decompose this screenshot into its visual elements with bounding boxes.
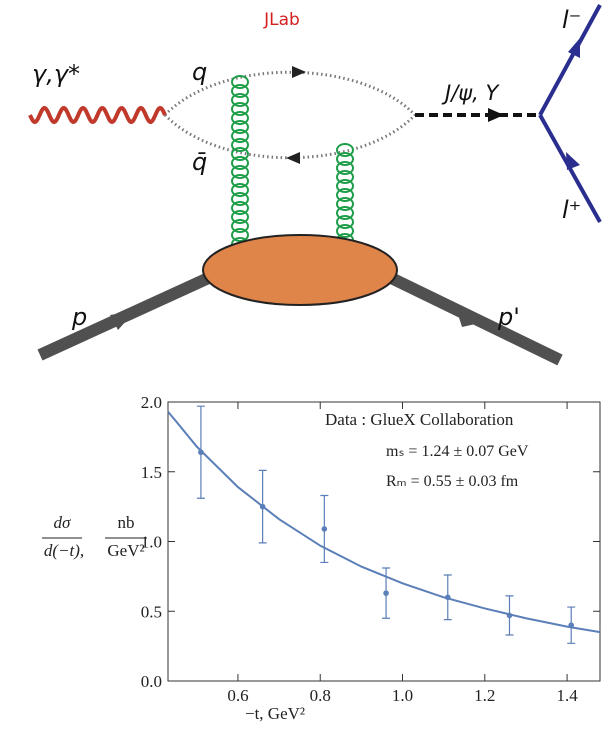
x-tick-label: 0.6 [227,686,248,705]
gluon-coil [231,111,249,125]
y-label-part: dσ [54,513,72,532]
gluon-coil [231,192,249,206]
gluon-coil [231,219,249,233]
lab-label: JLab [263,10,300,30]
gluon-coil [231,93,249,107]
x-axis-label: −t, GeV² [245,704,305,723]
gluon-coil [336,224,354,238]
gluon-coil [336,179,354,193]
data-point [506,612,513,619]
proton-blob [202,234,398,306]
x-tick-label: 0.8 [310,686,331,705]
annotation: Data : GlueX Collaboration [325,410,514,429]
y-tick-label: 1.0 [141,533,162,552]
annotation: Rₘ = 0.55 ± 0.03 fm [386,473,519,490]
gluon-coil [231,138,249,152]
meson-label: J/ψ, Υ [441,81,500,105]
proton-line [382,269,563,366]
gluon-coil [231,228,249,242]
x-tick-label: 1.2 [474,686,495,705]
arrow [110,311,135,330]
gluon-coil [231,102,249,116]
arrow [566,152,580,170]
y-tick-label: 0.0 [141,672,162,691]
gluon-coil [231,210,249,224]
gluon-coil [336,215,354,229]
quark-line [163,70,417,117]
gluon-coil [231,75,249,89]
y-tick-label: 0.5 [141,602,162,621]
gluon-coil [336,161,354,175]
gluon-coil [231,120,249,134]
plot-frame [167,401,601,682]
annotation: mₛ = 1.24 ± 0.07 GeV [386,443,529,460]
data-point [321,526,328,532]
gluon-coil [336,206,354,220]
gluon-coil [336,152,354,166]
gluon-coil [231,183,249,197]
photon-line [28,105,167,125]
gluon-coil [231,201,249,215]
chart: −t, GeV² dσ d(−t), nb GeV² Data : GlueX … [42,393,601,723]
y-tick-label: 1.5 [141,463,162,482]
data-point [568,622,574,628]
gluon-coil [231,165,249,179]
fit-curve [167,411,601,634]
x-tick-label: 1.0 [392,686,413,705]
proton-label: p [71,303,87,331]
gluon-coil [336,143,354,157]
y-label-part: d(−t), [44,541,84,560]
y-label-part: nb [118,513,135,532]
data-point [198,449,204,456]
gluons [231,75,354,251]
arrow [292,66,306,78]
gluon-coil [336,188,354,202]
feynman-diagram: JLab γ,γ* q q̄ J/ψ, Υ l⁻ l⁺ p p' [28,4,602,366]
gluon-coil [336,170,354,184]
arrow [455,305,480,327]
photon-label: γ,γ* [32,60,80,88]
arrow [286,152,300,164]
gluon-coil [336,197,354,211]
lepton-line [538,4,602,116]
data-point [383,590,389,596]
data-point [444,594,451,601]
antiquark-label: q̄ [192,148,207,176]
gluon-coil [231,147,249,161]
gluon-coil [231,129,249,143]
proton-label: p' [497,303,520,331]
lepton-label: l⁻ [562,6,581,34]
gluon-coil [231,174,249,188]
arrow [488,108,504,122]
y-label-part: GeV² [107,541,144,560]
data-point [259,503,266,510]
x-tick-label: 1.4 [556,686,578,705]
quark-label: q [192,58,207,86]
gluon-coil [231,84,249,98]
y-tick-label: 2.0 [141,393,162,412]
gluon-coil [231,156,249,170]
arrow [568,38,580,58]
lepton-label: l⁺ [562,196,581,224]
